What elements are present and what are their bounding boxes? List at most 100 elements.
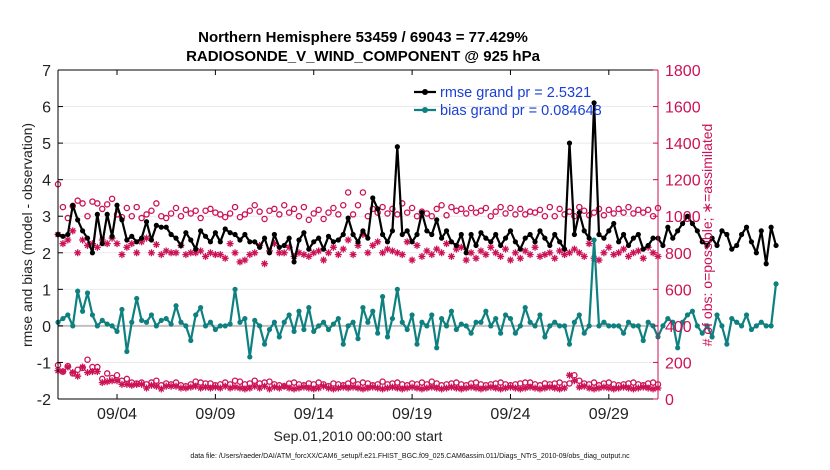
bias-series-point-36: [232, 286, 238, 292]
obs-assimilated-low-point-61: [354, 384, 362, 392]
bias-series-point-34: [222, 323, 228, 329]
bias-series-point-56: [330, 321, 337, 327]
obs-possible-low-point-10: [103, 370, 111, 377]
bias-series-point-136: [724, 341, 730, 347]
obs-possible-point-51: [305, 216, 313, 224]
bias-series-point-144: [763, 323, 769, 329]
obs-possible-point-76: [428, 212, 436, 220]
obs-assimilated-low-point-70: [398, 385, 406, 393]
obs-assimilated-point-1: [59, 240, 67, 248]
y-left-tick-label-3: 1: [42, 282, 51, 299]
rmse-series-point-144: [763, 261, 769, 267]
obs-possible-point-47: [285, 209, 293, 216]
obs-assimilated-low-point-88: [487, 383, 495, 391]
obs-assimilated-low-point-109: [590, 385, 598, 393]
obs-assimilated-point-87: [482, 251, 490, 259]
rmse-series-point-10: [104, 211, 110, 217]
rmse-series-point-123: [660, 242, 666, 249]
obs-assimilated-point-107: [580, 252, 588, 260]
bias-series-point-45: [276, 334, 282, 340]
obs-assimilated-point-85: [472, 254, 480, 262]
bias-series-point-8: [94, 323, 100, 329]
rmse-series-point-14: [124, 237, 130, 243]
obs-possible-point-88: [487, 212, 495, 220]
obs-possible-point-27: [187, 210, 195, 217]
bias-series-point-98: [537, 312, 543, 318]
obs-possible-point-6: [84, 212, 91, 220]
bias-series-point-42: [261, 341, 268, 347]
bias-series-point-104: [566, 341, 573, 347]
rmse-series-point-31: [207, 239, 214, 245]
rmse-series-point-40: [252, 239, 258, 245]
obs-assimilated-point-53: [315, 247, 323, 255]
bias-series-point-130: [694, 323, 700, 329]
bias-series-point-3: [70, 323, 76, 329]
obs-assimilated-point-80: [447, 252, 455, 260]
bias-series-point-1: [60, 315, 66, 322]
obs-assimilated-low-point-116: [624, 384, 632, 392]
bias-series-point-59: [345, 323, 351, 329]
rmse-series-point-110: [596, 231, 602, 238]
y-right-tick-label-3: 600: [665, 282, 692, 299]
obs-assimilated-low-point-56: [329, 385, 337, 393]
obs-assimilated-point-6: [84, 241, 92, 249]
obs-possible-point-54: [320, 215, 327, 223]
obs-assimilated-point-45: [275, 249, 283, 257]
rmse-series-point-60: [350, 231, 356, 238]
obs-possible-point-79: [443, 212, 450, 219]
rmse-series-point-120: [645, 242, 651, 249]
obs-assimilated-low-point-87: [482, 384, 490, 392]
y-left-tick-label-1: -1: [37, 355, 51, 372]
obs-assimilated-point-42: [261, 260, 269, 268]
bias-series-point-113: [611, 323, 617, 329]
bias-series-point-112: [606, 323, 612, 329]
obs-assimilated-point-15: [128, 240, 136, 248]
rmse-series-point-86: [478, 230, 484, 236]
obs-assimilated-low-point-13: [118, 380, 126, 388]
bias-series-point-124: [665, 315, 671, 322]
obs-assimilated-low-point-14: [123, 380, 131, 388]
bias-series-point-55: [325, 326, 332, 333]
obs-possible-point-40: [251, 202, 258, 209]
obs-possible-point-11: [108, 195, 116, 203]
bias-series-point-81: [453, 326, 459, 333]
bias-series-point-110: [596, 323, 602, 329]
bias-series-point-21: [158, 317, 164, 324]
bias-series-point-50: [301, 326, 307, 333]
rmse-series-point-108: [586, 235, 592, 241]
bias-series-point-129: [689, 308, 696, 314]
rmse-series-point-134: [714, 242, 720, 249]
obs-assimilated-point-19: [147, 249, 155, 257]
obs-assimilated-point-2: [64, 236, 72, 244]
obs-possible-low-point-66: [379, 378, 386, 385]
bias-series-point-90: [498, 330, 504, 336]
rmse-series-point-34: [222, 226, 228, 232]
bias-series-point-61: [355, 336, 361, 342]
bias-series-point-49: [296, 308, 302, 314]
obs-assimilated-low-point-48: [290, 385, 298, 393]
obs-assimilated-low-point-58: [339, 383, 347, 391]
obs-possible-low-point-60: [349, 377, 357, 384]
rmse-series-point-88: [488, 239, 494, 245]
rmse-series-point-107: [581, 228, 587, 234]
bias-series-point-18: [143, 319, 150, 325]
rmse-series-point-18: [143, 219, 150, 225]
obs-assimilated-point-101: [551, 254, 559, 262]
rmse-series-point-46: [281, 242, 287, 249]
obs-possible-point-24: [172, 204, 180, 212]
rmse-series-point-57: [335, 237, 341, 243]
x-axis-label: Sep.01,2010 00:00:00 start: [274, 428, 443, 444]
obs-assimilated-low-point-31: [206, 384, 214, 392]
rmse-series-point-68: [389, 228, 396, 234]
obs-assimilated-low-point-86: [477, 385, 485, 393]
obs-assimilated-low-point-6: [84, 368, 92, 376]
obs-possible-point-57: [335, 211, 342, 218]
rmse-series-point-19: [148, 237, 155, 243]
bias-series-point-4: [75, 288, 81, 294]
obs-assimilated-low-point-62: [359, 385, 367, 393]
rmse-series-point-17: [139, 235, 145, 241]
rmse-series-point-71: [404, 228, 410, 234]
obs-assimilated-point-34: [221, 254, 229, 262]
obs-assimilated-low-point-89: [492, 384, 500, 392]
obs-assimilated-point-54: [320, 256, 328, 264]
